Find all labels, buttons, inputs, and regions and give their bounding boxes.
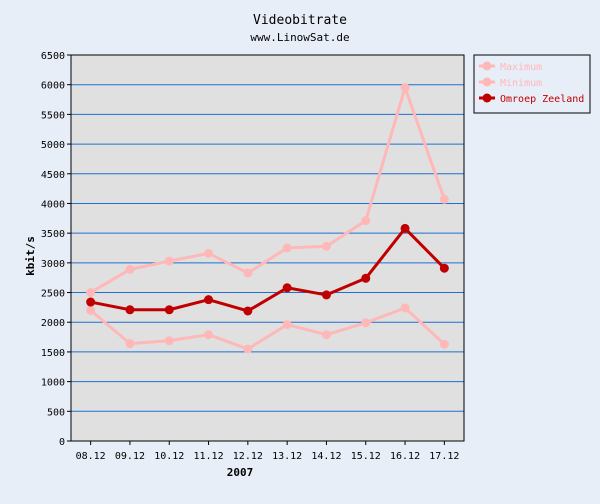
data-point (164, 256, 174, 266)
data-point (86, 305, 96, 315)
data-point (243, 268, 253, 278)
x-tick-label: 13.12 (272, 451, 302, 462)
x-tick-label: 10.12 (154, 451, 184, 462)
x-axis-label: 2007 (227, 466, 254, 479)
y-tick-label: 6500 (41, 51, 65, 62)
data-point (204, 295, 214, 305)
data-point (164, 305, 174, 315)
chart-title: Videobitrate (253, 13, 347, 28)
data-point (243, 306, 253, 316)
legend-label: Minimum (500, 78, 542, 89)
series-line-0 (89, 86, 446, 294)
series-line-2 (90, 226, 446, 313)
y-tick-label: 0 (59, 437, 65, 448)
x-tick-label: 15.12 (351, 451, 381, 462)
y-tick-label: 5000 (41, 140, 65, 151)
y-tick-label: 2000 (41, 318, 65, 329)
y-tick-label: 3000 (41, 259, 65, 270)
data-point (282, 243, 292, 253)
data-point (125, 305, 135, 315)
x-tick-label: 12.12 (233, 451, 263, 462)
y-tick-label: 1000 (41, 378, 65, 389)
data-point (400, 223, 410, 233)
data-point (361, 216, 371, 226)
x-tick-label: 17.12 (429, 451, 459, 462)
data-point (400, 83, 410, 93)
plot-area (70, 54, 465, 442)
y-tick-label: 5500 (41, 110, 65, 121)
y-tick-label: 6000 (41, 81, 65, 92)
data-point (204, 330, 214, 340)
data-point (282, 320, 292, 330)
data-point (86, 297, 96, 307)
data-point (243, 344, 253, 354)
data-point (321, 330, 331, 340)
data-point (125, 339, 135, 349)
x-tick-label: 08.12 (76, 451, 106, 462)
data-point (439, 339, 449, 349)
data-point (361, 273, 371, 283)
x-tick-label: 16.12 (390, 451, 420, 462)
legend-label: Omroep Zeeland (500, 94, 584, 105)
x-tick-label: 09.12 (115, 451, 145, 462)
data-point (400, 303, 410, 313)
legend-box (473, 54, 591, 114)
data-point (204, 248, 214, 258)
data-point (321, 241, 331, 251)
data-point (125, 264, 135, 274)
data-point (439, 194, 449, 204)
series-line-1 (89, 306, 446, 351)
y-tick-label: 4500 (41, 170, 65, 181)
y-axis-label: kbit/s (24, 236, 37, 276)
data-point (361, 318, 371, 328)
data-point (321, 290, 331, 300)
legend-swatch-marker (482, 61, 492, 71)
data-point (439, 263, 449, 273)
legend-swatch-marker (482, 77, 492, 87)
legend-swatch-marker (482, 93, 492, 103)
plot-border (70, 54, 465, 442)
y-tick-label: 4000 (41, 199, 65, 210)
data-point (164, 336, 174, 346)
y-tick-label: 500 (47, 407, 65, 418)
y-tick-label: 2500 (41, 289, 65, 300)
chart-subtitle: www.LinowSat.de (250, 31, 349, 44)
y-tick-label: 1500 (41, 348, 65, 359)
y-tick-label: 3500 (41, 229, 65, 240)
x-tick-label: 14.12 (311, 451, 341, 462)
x-tick-label: 11.12 (193, 451, 223, 462)
legend-label: Maximum (500, 62, 542, 73)
data-point (86, 288, 96, 298)
data-point (282, 283, 292, 293)
